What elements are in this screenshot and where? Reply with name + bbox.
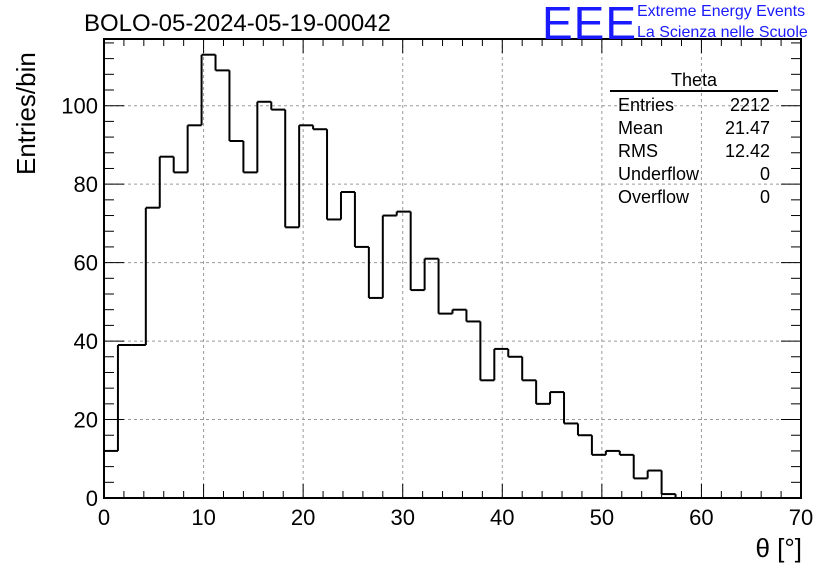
plot-frame — [103, 38, 802, 499]
stats-label: Entries — [618, 95, 675, 115]
x-tick-label: 40 — [490, 505, 514, 530]
stats-label: Mean — [618, 118, 664, 138]
stats-box: Theta Entries 2212 Mean 21.47 RMS 12.42 … — [610, 70, 778, 209]
grid-lines — [104, 39, 801, 498]
y-tick-label: 80 — [74, 172, 98, 197]
y-axis-label: Entries/bin — [11, 52, 41, 175]
stats-value: 21.47 — [724, 118, 770, 138]
logo-line-1: Extreme Energy Events — [637, 3, 806, 20]
x-tick-label: 0 — [98, 505, 110, 530]
x-tick-label: 10 — [191, 505, 215, 530]
stats-value: 0 — [759, 164, 770, 184]
logo-line-2: La Scienza nelle Scuole — [637, 24, 808, 41]
stats-label: Overflow — [618, 187, 690, 207]
stats-value: 0 — [759, 187, 770, 207]
x-tick-label: 30 — [390, 505, 414, 530]
stats-label: RMS — [618, 141, 658, 161]
stats-row: Underflow 0 — [610, 163, 778, 186]
axis-ticks — [103, 39, 802, 499]
stats-title: Theta — [610, 70, 778, 92]
stats-row: Overflow 0 — [610, 186, 778, 209]
y-tick-label: 20 — [74, 408, 98, 433]
stats-row: Entries 2212 — [610, 94, 778, 117]
stats-value: 12.42 — [724, 141, 770, 161]
x-tick-label: 50 — [590, 505, 614, 530]
eee-logo: EEE — [542, 0, 637, 46]
y-tick-label: 40 — [74, 329, 98, 354]
stats-row: RMS 12.42 — [610, 140, 778, 163]
logo-text: EEE — [542, 0, 638, 49]
stats-row: Mean 21.47 — [610, 117, 778, 140]
y-tick-label: 0 — [86, 486, 98, 511]
stats-value: 2212 — [729, 95, 770, 115]
x-axis-label: θ [°] — [755, 533, 802, 563]
x-tick-label: 60 — [689, 505, 713, 530]
y-tick-label: 60 — [74, 251, 98, 276]
x-tick-label: 70 — [789, 505, 813, 530]
x-tick-label: 20 — [291, 505, 315, 530]
tick-labels: 0 10 20 30 40 50 60 70 0 20 40 60 80 100 — [61, 94, 813, 530]
chart-title: BOLO-05-2024-05-19-00042 — [84, 10, 391, 37]
y-tick-label: 100 — [61, 94, 98, 119]
histogram-series — [103, 53, 801, 499]
stats-label: Underflow — [618, 164, 700, 184]
